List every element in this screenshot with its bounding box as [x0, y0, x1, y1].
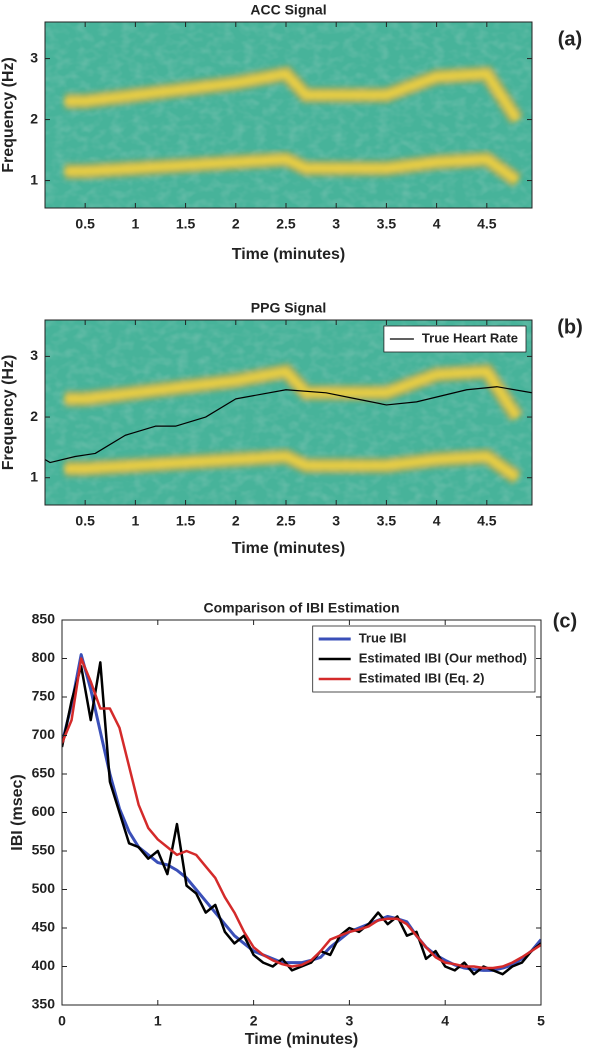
x-tick-label: 2 [232, 216, 240, 232]
x-axis-label: Time (minutes) [245, 1031, 359, 1048]
series-line [45, 386, 532, 464]
legend-label: True Heart Rate [422, 330, 518, 345]
y-tick-label: 800 [32, 649, 56, 665]
x-tick-label: 4.5 [477, 513, 497, 529]
legend: True IBI Estimated IBI (Our method) Estima… [312, 625, 536, 693]
y-tick-label: 3 [30, 347, 38, 363]
y-tick-label: 1 [30, 171, 38, 187]
y-tick-label: 450 [32, 919, 56, 935]
chart-title: Comparison of IBI Estimation [203, 600, 399, 616]
x-tick-label: 2 [250, 1013, 258, 1029]
x-tick-label: 3 [332, 216, 340, 232]
y-axis-label: Frequency (Hz) [0, 57, 17, 173]
plot-area [45, 22, 532, 208]
x-axis-label: Time (minutes) [232, 246, 346, 263]
axes-box [44, 319, 533, 506]
legend: True Heart Rate [383, 325, 527, 353]
x-tick-label: 3 [346, 1013, 354, 1029]
axes-box [44, 21, 533, 209]
background-texture [45, 22, 532, 208]
y-axis-label: IBI (msec) [9, 774, 26, 850]
x-tick-label: 5 [537, 1013, 545, 1029]
x-tick-label: 4 [433, 216, 441, 232]
x-tick-label: 4.5 [477, 216, 497, 232]
y-tick-label: 700 [32, 726, 56, 742]
x-tick-label: 0.5 [75, 513, 95, 529]
y-tick-label: 2 [30, 110, 38, 126]
x-tick-label: 3.5 [377, 216, 397, 232]
x-tick-label: 0.5 [75, 216, 95, 232]
series-line [62, 661, 541, 976]
y-tick-label: 550 [32, 842, 56, 858]
x-tick-label: 1 [154, 1013, 162, 1029]
ridge [65, 367, 521, 420]
y-tick-label: 400 [32, 957, 56, 973]
y-axis-label: Frequency (Hz) [0, 355, 17, 471]
x-tick-label: 4 [433, 513, 441, 529]
x-tick-label: 1.5 [176, 513, 196, 529]
chart-title: PPG Signal [251, 300, 326, 316]
series-line [62, 657, 541, 970]
panel-label: (b) [557, 316, 583, 338]
ridge [65, 452, 520, 481]
chart-title: ACC Signal [250, 2, 326, 18]
ridge [65, 69, 521, 122]
x-tick-label: 1 [131, 513, 139, 529]
y-tick-label: 650 [32, 765, 56, 781]
y-tick-label: 600 [32, 803, 56, 819]
x-tick-label: 1.5 [176, 216, 196, 232]
y-tick-label: 500 [32, 880, 56, 896]
x-tick-label: 2.5 [276, 513, 296, 529]
legend-label: Estimated IBI (Eq. 2) [359, 670, 485, 685]
series-line [62, 653, 541, 972]
y-tick-label: 350 [32, 996, 56, 1012]
panel-label: (a) [558, 28, 582, 50]
x-tick-label: 2 [232, 513, 240, 529]
x-tick-label: 2.5 [276, 216, 296, 232]
y-tick-label: 750 [32, 688, 56, 704]
x-tick-label: 0 [58, 1013, 66, 1029]
plot-area [62, 653, 541, 976]
x-tick-label: 3 [332, 513, 340, 529]
y-tick-label: 1 [30, 468, 38, 484]
x-tick-label: 1 [131, 216, 139, 232]
x-tick-label: 3.5 [377, 513, 397, 529]
y-tick-label: 850 [32, 611, 56, 627]
ridge [65, 155, 520, 184]
panel-label: (c) [553, 610, 577, 632]
x-tick-label: 4 [441, 1013, 449, 1029]
legend-label: Estimated IBI (Our method) [359, 650, 527, 665]
legend-label: True IBI [359, 630, 407, 645]
x-axis-label: Time (minutes) [232, 540, 346, 557]
y-tick-label: 2 [30, 408, 38, 424]
y-tick-label: 3 [30, 49, 38, 65]
